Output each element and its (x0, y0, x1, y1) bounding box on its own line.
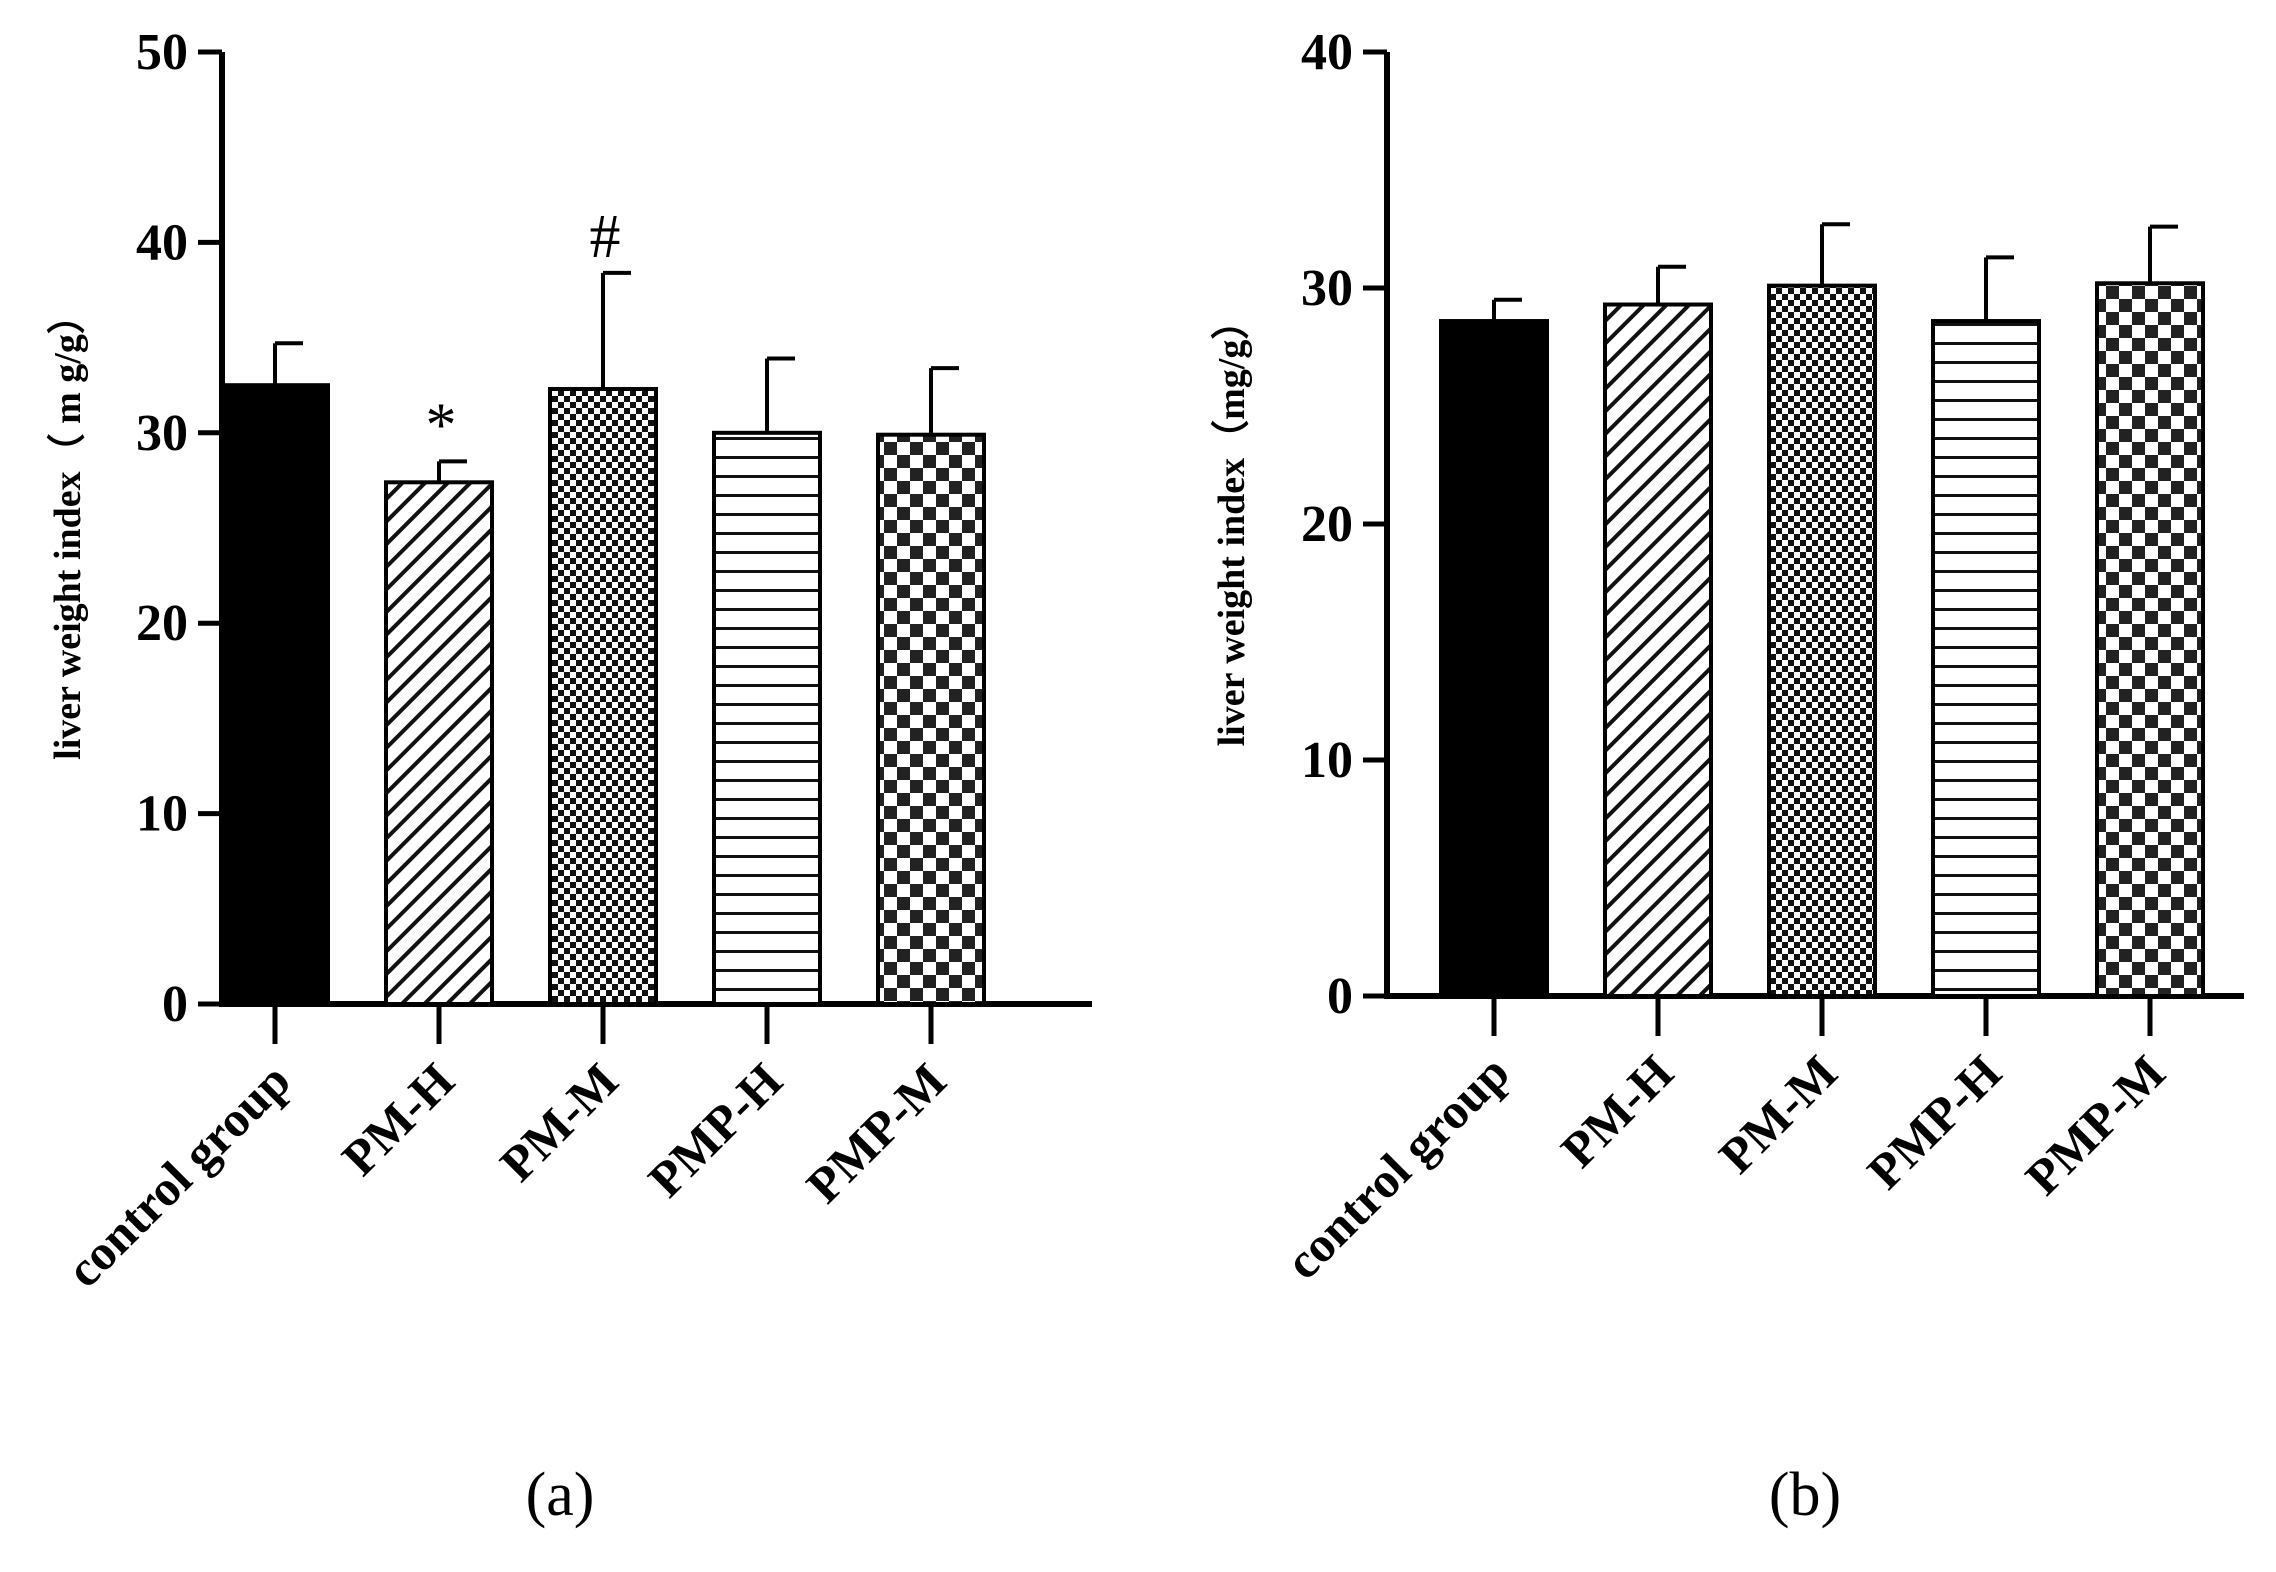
y-tick-label: 40 (136, 214, 188, 271)
y-tick-label: 20 (1301, 496, 1353, 553)
x-tick-label: PM-M (489, 1052, 629, 1192)
x-tick-label: PM-H (331, 1052, 465, 1186)
bar (1439, 319, 1549, 999)
bar (2095, 281, 2205, 998)
bar (220, 383, 330, 1006)
x-tick-label: PM-M (1708, 1044, 1848, 1184)
bar (384, 480, 494, 1006)
panel-label: (b) (1769, 1461, 1841, 1529)
bar (1931, 319, 2041, 999)
x-tick-label: control group (55, 1052, 301, 1298)
y-tick-label: 20 (136, 595, 188, 652)
y-tick-label: 30 (136, 405, 188, 462)
x-tick-label: PMP-H (637, 1052, 793, 1208)
chart-panel-b: 0 10 20 30 40 liver weight index（mg/g） control… (1211, 24, 2244, 1529)
bar (548, 387, 658, 1006)
x-tick-label: PMP-H (1856, 1044, 2012, 1200)
x-tick-label: PMP-M (2014, 1044, 2175, 1205)
y-tick-label: 40 (1301, 24, 1353, 81)
bar (1767, 283, 1877, 998)
bar (712, 430, 822, 1006)
y-tick-label: 10 (1301, 732, 1353, 789)
panel-label: (a) (526, 1461, 595, 1529)
chart-panel-a: 0 10 20 30 40 50 liver weight index（ m g/g） con… (47, 24, 1092, 1529)
bar (876, 432, 986, 1007)
y-axis-title: liver weight index（mg/g） (1211, 302, 1253, 747)
y-tick-label: 0 (1327, 968, 1353, 1025)
y-tick-label: 30 (1301, 260, 1353, 317)
y-tick-label: 10 (136, 786, 188, 843)
bar (1603, 302, 1713, 998)
x-tick-label: PMP-M (795, 1052, 956, 1213)
y-axis-title: liver weight index（ m g/g） (47, 296, 89, 760)
y-tick-label: 50 (136, 24, 188, 81)
x-tick-label: PM-H (1550, 1044, 1684, 1178)
x-tick-label: control group (1274, 1044, 1520, 1290)
y-tick-label: 0 (162, 976, 188, 1033)
significance-mark: # (590, 203, 621, 271)
significance-mark: * (426, 391, 457, 459)
